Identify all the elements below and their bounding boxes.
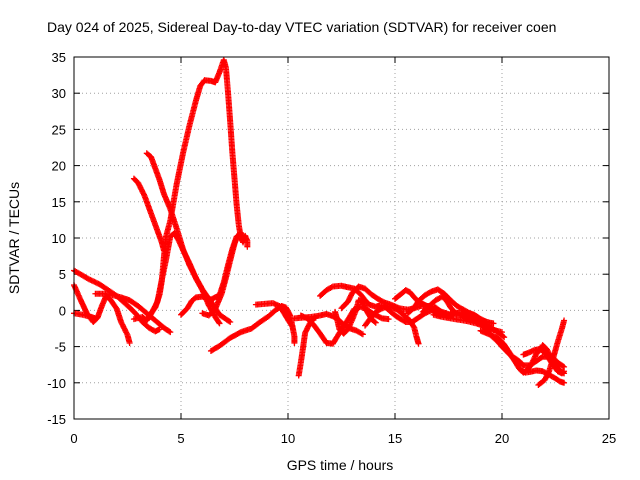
y-tick-label: 30 <box>52 86 66 101</box>
data-point-marker <box>289 323 296 330</box>
data-point-marker <box>215 319 222 326</box>
x-tick-label: 25 <box>602 431 616 446</box>
data-point-marker <box>559 369 566 376</box>
x-tick-label: 20 <box>495 431 509 446</box>
series-arc-6 <box>130 175 167 254</box>
series-arc-12 <box>252 300 296 330</box>
series-arc-19 <box>362 303 422 347</box>
series-arc-1 <box>71 267 163 335</box>
data-point-marker <box>291 339 298 346</box>
data-point-marker <box>227 318 234 325</box>
data-point-marker <box>226 318 233 325</box>
y-tick-label: 35 <box>52 50 66 65</box>
data-point-marker <box>216 320 223 327</box>
x-tick-label: 5 <box>177 431 184 446</box>
data-point-marker <box>415 340 422 347</box>
data-point-marker <box>288 322 295 329</box>
data-point-marker <box>490 320 497 327</box>
x-axis-label: GPS time / hours <box>287 457 394 473</box>
data-point-marker <box>371 318 378 325</box>
data-point-marker <box>126 339 133 346</box>
axis-layer: 0 5 10 15 20 25 -15 -10 -5 0 5 10 15 20 25 30 35 <box>47 50 616 446</box>
x-tick-label: 0 <box>70 431 77 446</box>
data-point-marker <box>92 315 99 322</box>
y-tick-label: 15 <box>52 195 66 210</box>
data-point-marker <box>501 334 508 341</box>
data-point-marker <box>328 284 335 291</box>
y-tick-label: 20 <box>52 159 66 174</box>
data-point-marker <box>500 333 507 340</box>
y-axis-label: SDTVAR / TECUs <box>6 182 22 294</box>
x-tick-label: 15 <box>388 431 402 446</box>
data-point-marker <box>240 235 247 241</box>
data-point-marker <box>233 235 240 241</box>
data-point-marker <box>166 328 173 335</box>
data-point-marker <box>410 323 417 330</box>
data-layer <box>71 56 568 388</box>
data-point-marker <box>312 314 319 321</box>
series-arc-3 <box>71 310 99 322</box>
data-point-marker <box>244 243 251 250</box>
y-tick-label: 5 <box>59 267 66 282</box>
data-point-marker <box>167 329 174 336</box>
y-tick-label: -15 <box>47 412 66 427</box>
data-point-marker <box>372 319 379 326</box>
data-point-marker <box>385 316 392 323</box>
series-arc-29 <box>535 317 568 388</box>
data-point-marker <box>561 379 568 386</box>
y-tick-label: 0 <box>59 303 66 318</box>
series-arc-10 <box>199 235 240 319</box>
data-point-marker <box>358 330 365 337</box>
x-tick-label: 10 <box>281 431 295 446</box>
data-point-marker <box>559 363 566 370</box>
plot-frame <box>73 56 610 420</box>
y-tick-label: -5 <box>54 340 66 355</box>
data-point-marker <box>561 370 568 377</box>
data-point-marker <box>156 326 163 333</box>
data-point-marker <box>561 317 568 324</box>
y-tick-label: -10 <box>47 376 66 391</box>
data-point-marker <box>359 331 366 338</box>
y-tick-label: 25 <box>52 122 66 137</box>
series-arc-8 <box>145 56 251 320</box>
series-arc-7 <box>143 150 234 325</box>
chart-title: Day 024 of 2025, Sidereal Day-to-day VTE… <box>47 19 556 35</box>
y-tick-label: 10 <box>52 231 66 246</box>
